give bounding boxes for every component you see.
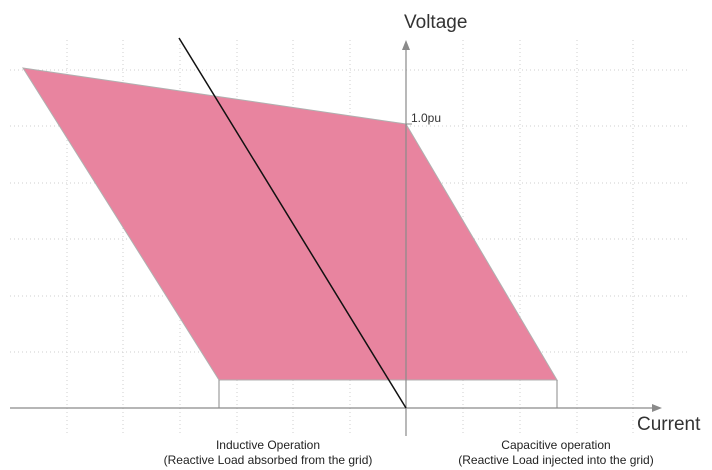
capacitive-caption-title: Capacitive operation <box>501 438 610 452</box>
inductive-caption-title: Inductive Operation <box>216 438 320 452</box>
inductive-caption-subtitle: (Reactive Load absorbed from the grid) <box>164 453 373 467</box>
operating-region <box>22 67 558 381</box>
reference-voltage-label: 1.0pu <box>411 111 441 125</box>
current-axis-arrow-icon <box>652 404 662 412</box>
current-axis-title: Current <box>637 414 701 435</box>
load-line <box>178 37 407 409</box>
region-base-outline <box>218 380 558 409</box>
voltage-axis-title: Voltage <box>404 12 467 33</box>
capacitive-caption-subtitle: (Reactive Load injected into the grid) <box>458 453 653 467</box>
voltage-axis-arrow-icon <box>402 40 410 50</box>
